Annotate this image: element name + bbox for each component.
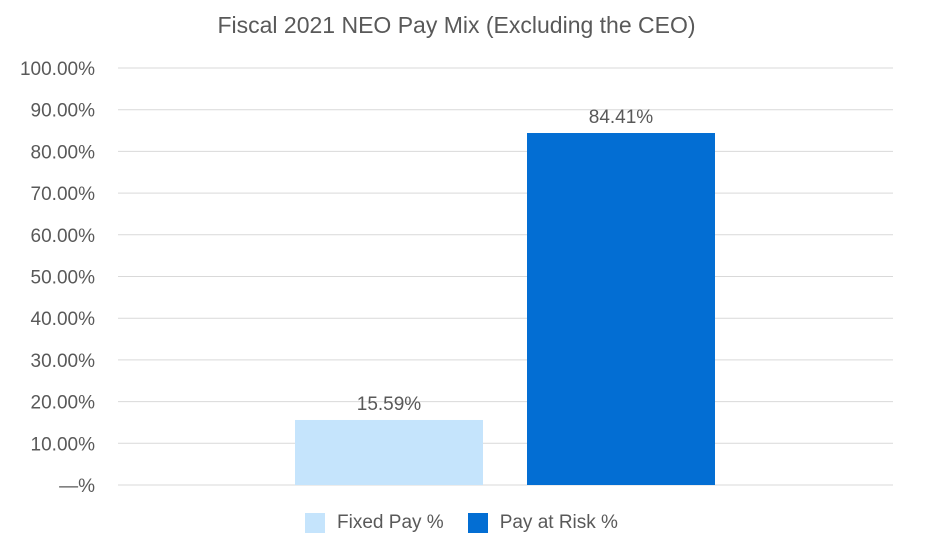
bars <box>295 133 715 485</box>
chart-title: Fiscal 2021 NEO Pay Mix (Excluding the C… <box>217 12 696 38</box>
bar-fixed-pay <box>295 419 483 485</box>
y-tick-label: 70.00% <box>31 184 96 205</box>
legend-item-fixed-pay: Fixed Pay % <box>305 512 444 534</box>
data-label-fixed-pay: 15.59% <box>357 394 422 415</box>
legend-label-pay-at-risk: Pay at Risk % <box>499 512 618 533</box>
gridlines <box>118 67 893 486</box>
legend-label-fixed-pay: Fixed Pay % <box>337 512 444 533</box>
y-tick-label: 30.00% <box>31 351 96 372</box>
bar-pay-at-risk <box>527 133 715 485</box>
y-tick-label: 40.00% <box>31 309 96 330</box>
legend: Fixed Pay % Pay at Risk % <box>0 512 933 534</box>
legend-swatch-pay-at-risk <box>467 513 488 533</box>
plot-area: —% 10.00% 20.00% 30.00% 40.00% 50.00% 60.00% 70… <box>20 59 893 497</box>
y-tick-label: 20.00% <box>31 393 96 414</box>
legend-item-pay-at-risk: Pay at Risk % <box>467 512 618 534</box>
y-tick-label: 50.00% <box>31 268 96 289</box>
y-tick-label: 80.00% <box>31 142 96 163</box>
data-label-pay-at-risk: 84.41% <box>589 107 654 128</box>
y-axis-tick-labels: —% 10.00% 20.00% 30.00% 40.00% 50.00% 60.00% 70… <box>20 59 95 497</box>
data-labels: 15.59% 84.41% <box>357 107 654 415</box>
y-tick-label: 10.00% <box>31 434 96 455</box>
y-tick-label: —% <box>59 476 95 497</box>
y-tick-label: 60.00% <box>31 226 96 247</box>
legend-swatch-fixed-pay <box>305 513 326 533</box>
y-tick-label: 90.00% <box>31 101 96 122</box>
y-tick-label: 100.00% <box>20 59 95 80</box>
